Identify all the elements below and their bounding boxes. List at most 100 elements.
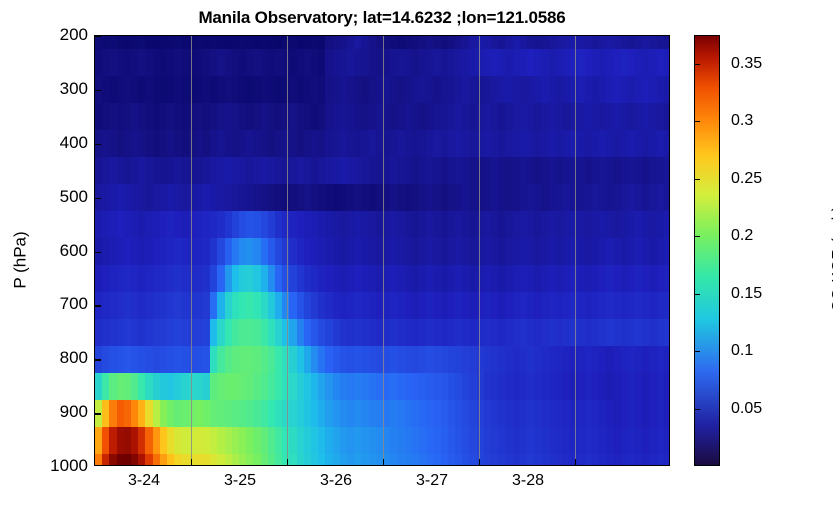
heatmap-cell — [555, 238, 564, 266]
heatmap-cell — [239, 76, 247, 104]
heatmap-cell — [260, 184, 269, 212]
heatmap-cell — [613, 345, 622, 374]
heatmap-cell — [368, 426, 377, 455]
heatmap-cell — [246, 238, 254, 266]
heatmap-cell — [534, 103, 542, 131]
heatmap-cell — [231, 426, 240, 455]
heatmap-cell — [527, 264, 535, 293]
heatmap-cell — [138, 103, 146, 131]
y-tick-mark — [95, 197, 101, 200]
heatmap-cell — [102, 49, 110, 77]
heatmap-cell — [498, 372, 506, 401]
heatmap-cell — [303, 399, 312, 428]
heatmap-cell — [483, 426, 492, 455]
heatmap-cell — [267, 426, 276, 455]
heatmap-cell — [620, 130, 629, 158]
heatmap-cell — [599, 291, 607, 320]
heatmap-cell — [627, 130, 636, 158]
heatmap-cell — [577, 399, 586, 428]
heatmap-cell — [224, 130, 233, 158]
heatmap-cell — [267, 49, 276, 77]
heatmap-cell — [419, 184, 427, 212]
colorbar-tick-label: 0.35 — [731, 54, 763, 72]
heatmap-cell — [555, 36, 564, 51]
heatmap-cell — [138, 49, 146, 77]
heatmap-cell — [656, 76, 665, 104]
heatmap-cell — [447, 372, 456, 401]
heatmap-cell — [397, 318, 406, 347]
heatmap-cell — [275, 103, 283, 131]
heatmap-cell — [455, 345, 463, 374]
heatmap-cell — [131, 318, 139, 347]
heatmap-cell — [260, 372, 269, 401]
heatmap-cell — [116, 157, 125, 185]
heatmap-cell — [491, 130, 499, 158]
heatmap-cell — [102, 264, 110, 293]
heatmap-cell — [541, 36, 550, 51]
heatmap-cell — [555, 130, 564, 158]
heatmap-cell — [318, 157, 326, 185]
heatmap-cell — [203, 157, 211, 185]
heatmap-cell — [289, 399, 298, 428]
heatmap-cell — [123, 103, 132, 131]
heatmap-cell — [375, 264, 384, 293]
heatmap-cell — [282, 157, 290, 185]
heatmap-cell — [649, 211, 658, 239]
heatmap-cell — [419, 264, 427, 293]
heatmap-cell — [505, 130, 514, 158]
heatmap-cell — [195, 238, 204, 266]
heatmap-cell — [102, 453, 110, 465]
heatmap-cell — [210, 184, 218, 212]
heatmap-cell — [138, 372, 146, 401]
heatmap-cell — [339, 318, 348, 347]
heatmap-cell — [224, 184, 233, 212]
heatmap-cell — [548, 103, 557, 131]
heatmap-cell — [231, 345, 240, 374]
heatmap-cell — [296, 130, 305, 158]
heatmap-cell — [368, 157, 377, 185]
x-tick-mark — [191, 459, 193, 465]
heatmap-cell — [282, 36, 290, 51]
heatmap-cell — [455, 184, 463, 212]
heatmap-cell — [311, 345, 319, 374]
heatmap-cell — [570, 130, 578, 158]
heatmap-cell — [131, 184, 139, 212]
heatmap-cell — [541, 426, 550, 455]
heatmap-cell — [599, 211, 607, 239]
heatmap-cell — [491, 345, 499, 374]
heatmap-cell — [138, 291, 146, 320]
heatmap-cell — [260, 426, 269, 455]
heatmap-cell — [289, 291, 298, 320]
heatmap-cell — [433, 345, 442, 374]
heatmap-cell — [181, 426, 190, 455]
heatmap-cell — [563, 264, 571, 293]
heatmap-cell — [275, 157, 283, 185]
heatmap-cell — [591, 291, 600, 320]
heatmap-cell — [440, 49, 449, 77]
heatmap-cell — [267, 291, 276, 320]
heatmap-cell — [368, 372, 377, 401]
heatmap-cell — [282, 184, 290, 212]
heatmap-cell — [325, 345, 334, 374]
heatmap-cell — [275, 264, 283, 293]
heatmap-cell — [361, 36, 370, 51]
heatmap-cell — [116, 453, 125, 465]
heatmap-cell — [145, 453, 154, 465]
heatmap-cell — [203, 345, 211, 374]
heatmap-cell — [635, 184, 643, 212]
heatmap-plot-area[interactable] — [94, 35, 670, 466]
heatmap-cell — [339, 453, 348, 465]
heatmap-cell — [433, 453, 442, 465]
heatmap-cell — [462, 49, 470, 77]
heatmap-cell — [224, 238, 233, 266]
heatmap-cell — [620, 372, 629, 401]
heatmap-cell — [318, 76, 326, 104]
heatmap-cell — [534, 426, 542, 455]
heatmap-cell — [102, 372, 110, 401]
heatmap-cell — [519, 238, 528, 266]
heatmap-cell — [483, 36, 492, 51]
heatmap-cell — [123, 291, 132, 320]
heatmap-cell — [102, 345, 110, 374]
heatmap-cell — [339, 76, 348, 104]
heatmap-cells — [95, 36, 669, 465]
